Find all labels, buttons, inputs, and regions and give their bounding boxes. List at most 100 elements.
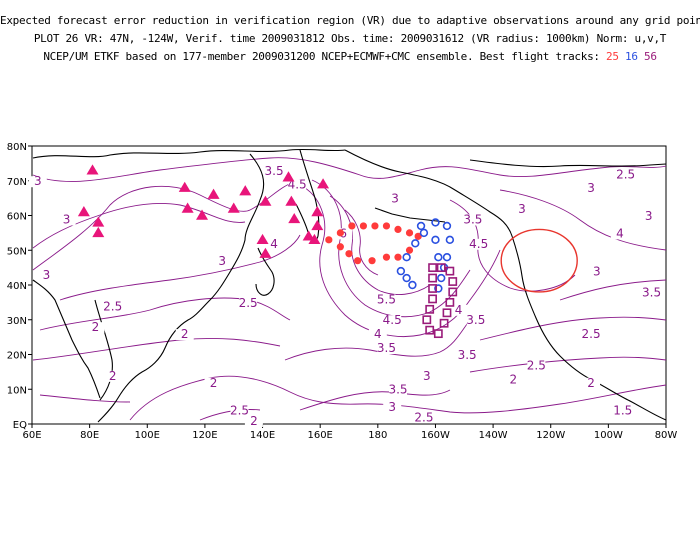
contour-label: 2.5 [239, 296, 258, 310]
contour-line [311, 179, 471, 318]
contour-label: 3.5 [642, 285, 661, 299]
contour-label: 2.5 [527, 358, 546, 372]
contour-line [32, 202, 246, 249]
track-16-point [431, 218, 440, 227]
track-56-point [428, 294, 437, 304]
x-tick-label: 160E [307, 430, 332, 441]
contour-label-bg [613, 405, 632, 417]
contour-label-bg [265, 165, 284, 177]
contour-label-bg [103, 301, 122, 313]
x-tick-label: 120W [536, 430, 565, 441]
contour-label-bg [377, 343, 396, 355]
contour-label: 4 [374, 327, 382, 341]
observation-triangle [239, 185, 252, 196]
observation-triangle [227, 202, 240, 213]
coastline-alaska [344, 149, 667, 421]
observation-triangle [282, 171, 295, 182]
contour-line [32, 157, 667, 182]
track-16-point [431, 235, 440, 245]
x-tick-label: 140E [250, 430, 275, 441]
track-16-point [434, 253, 443, 262]
flight-track-16 [396, 218, 455, 293]
track-16-point [434, 284, 443, 293]
x-tick-label: 180 [368, 430, 387, 441]
contour-label: 3.5 [265, 164, 284, 178]
contour-label: 3 [391, 192, 399, 206]
observation-triangle [259, 195, 272, 206]
contour-label: 2.5 [103, 299, 122, 313]
track-56-point [439, 318, 449, 328]
track-56-point [428, 263, 437, 273]
y-tick-label: 30N [7, 316, 27, 327]
vr-circle [500, 228, 578, 293]
contour-label-bg [383, 402, 402, 414]
contour-label-bg [204, 377, 223, 389]
track-25-point [336, 243, 344, 251]
contour-label-bg [582, 377, 601, 389]
axes: 60E 80E 100E 120E 140E 160E 180 160W 140W 120W 100… [7, 142, 678, 441]
contour-labels: 3.54.53333332.5433.54.53.564332.522.55.5… [28, 164, 661, 428]
contour-line [59, 234, 301, 301]
contour-label-bg [527, 360, 546, 372]
observation-triangle [77, 206, 90, 217]
contour-line [199, 409, 261, 421]
track-25-point [414, 232, 422, 240]
track-56-point [448, 277, 458, 286]
track-56-point [428, 273, 437, 283]
contour-label: 4.5 [383, 313, 402, 327]
track-56-point [445, 266, 455, 276]
contour-line [479, 316, 667, 341]
contour-label: 3.5 [466, 313, 485, 327]
track-16-point [411, 239, 420, 248]
observation-triangle [311, 206, 324, 217]
contour-label-bg [414, 412, 433, 424]
y-tick-label: 80N [7, 142, 27, 153]
contour-label-bg [469, 238, 488, 250]
contour-label-bg [582, 183, 601, 195]
observation-triangle [302, 230, 315, 241]
track-25-point [405, 229, 414, 237]
contour-label-bg [386, 193, 405, 205]
contour-label: 3 [587, 181, 595, 195]
coastline-aleutians [374, 207, 446, 223]
contour-label: 2.5 [582, 327, 601, 341]
title-line-3-text: NCEP/UM ETKF based on 177-member 2009031… [43, 50, 607, 63]
observation-triangle [196, 209, 209, 220]
track-16-point [402, 253, 411, 262]
track-25-point [359, 222, 368, 230]
track-56-point [433, 329, 443, 339]
contour-line [284, 319, 471, 361]
contour-line [559, 279, 667, 301]
observation-triangle [92, 216, 105, 227]
observation-triangle [256, 233, 269, 245]
y-tick-label: 10N [7, 385, 27, 396]
track-16-point [416, 221, 426, 231]
contour-label-bg [463, 214, 482, 226]
contour-label-bg [610, 228, 629, 240]
track-16-point [442, 253, 452, 262]
contour-label: 3 [388, 400, 396, 414]
contour-label: 2 [181, 327, 189, 341]
contour-label-bg [458, 349, 477, 361]
observation-triangle [207, 188, 220, 199]
contour-label: 4 [455, 303, 463, 317]
contour-label: 4.5 [469, 237, 488, 251]
contour-label: 3.5 [463, 212, 482, 226]
contour-label: 2 [109, 369, 117, 383]
y-tick-label: EQ [13, 420, 27, 431]
contour-label: 3.5 [388, 383, 407, 397]
contour-label-bg [449, 304, 468, 316]
contour-label-bg [57, 214, 76, 226]
track-25-point [354, 257, 362, 265]
contour-label: 3 [593, 265, 601, 279]
contour-label-bg [37, 270, 56, 282]
contour-label: 3.5 [458, 348, 477, 362]
y-tick-label: 40N [7, 281, 27, 292]
coastline-india [94, 299, 113, 401]
contour-label-bg [103, 370, 122, 382]
track-56-point [422, 315, 432, 325]
contour-label-bg [244, 416, 263, 427]
x-tick-label: 120E [192, 430, 217, 441]
observation-triangle [311, 219, 324, 231]
coastlines [32, 148, 667, 423]
